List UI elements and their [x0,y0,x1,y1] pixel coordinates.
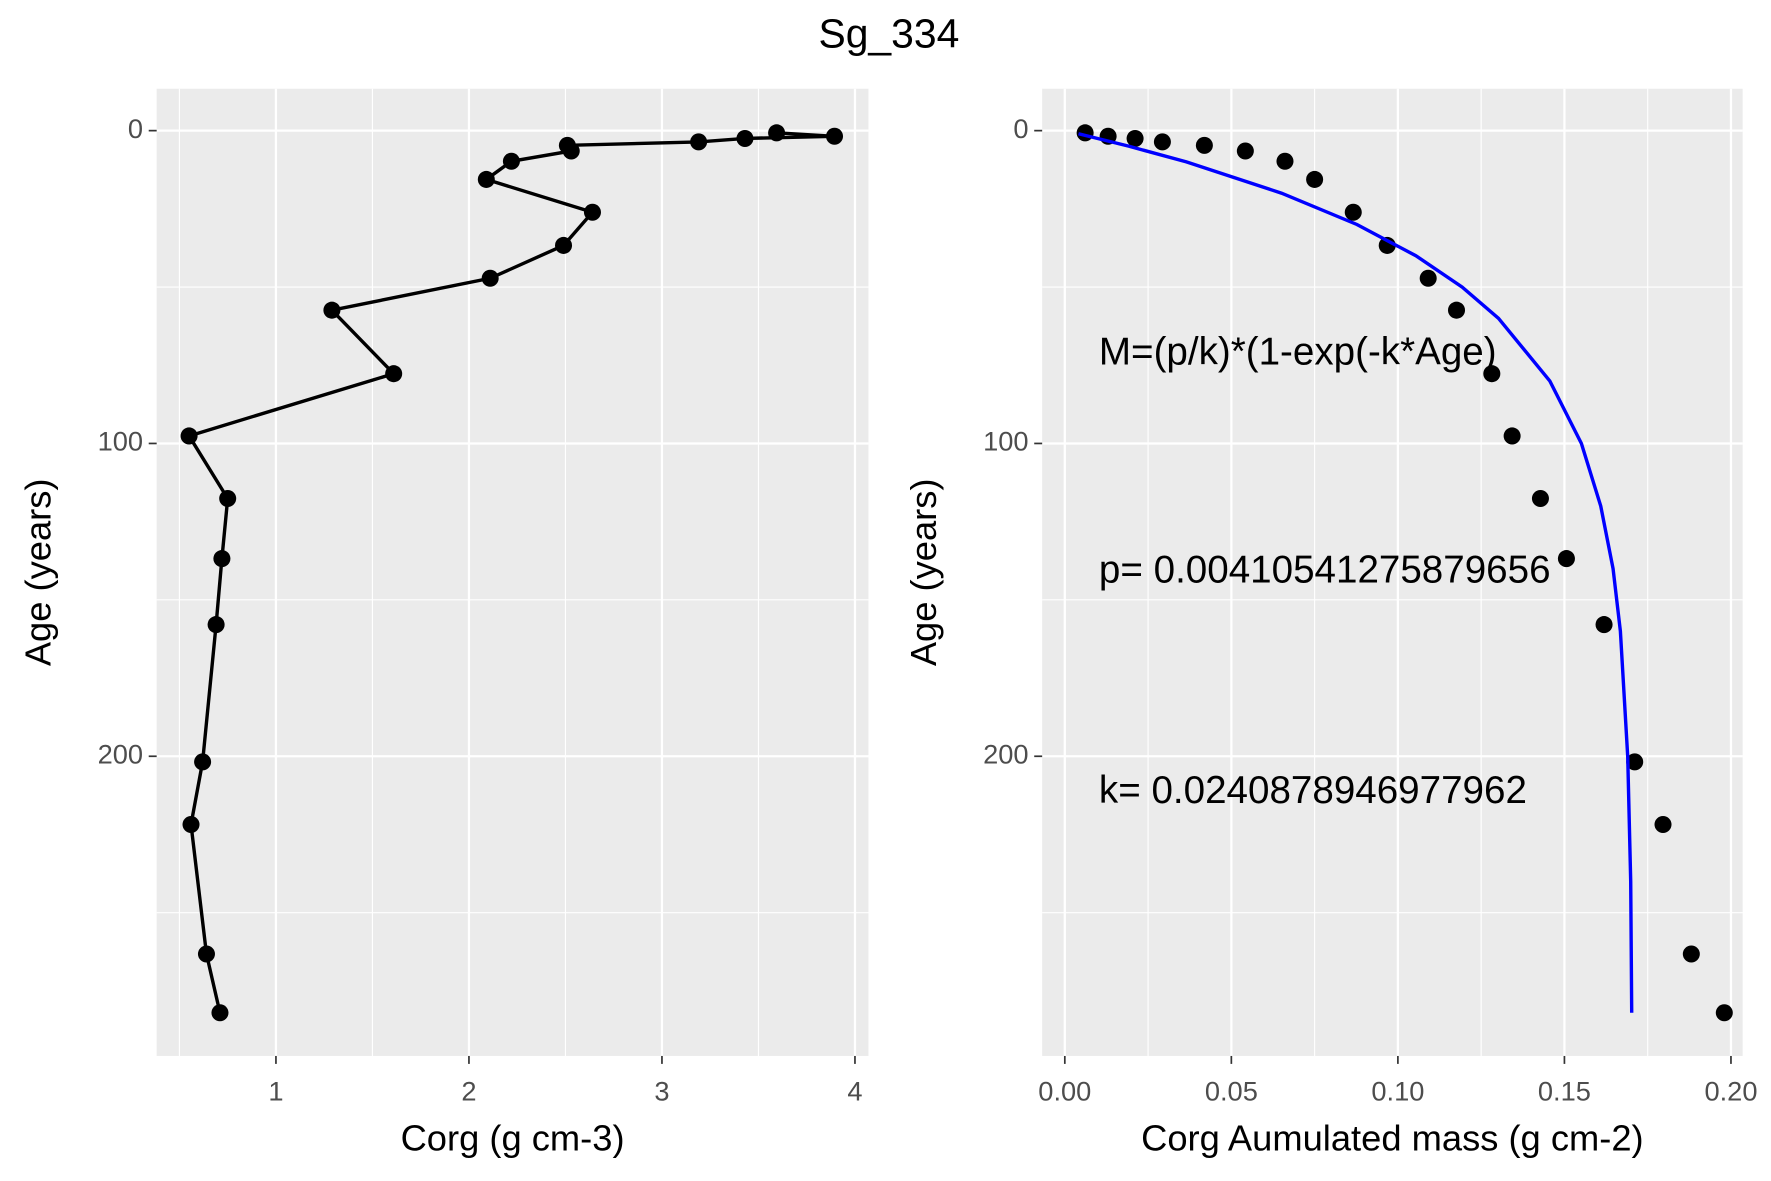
data-point [1236,142,1254,160]
data-point [1557,550,1575,568]
data-point [1503,427,1521,445]
data-point [1531,489,1549,508]
y-axis-title: Age (years) [903,478,944,666]
x-tick-label: 0.10 [1371,1076,1424,1107]
x-tick-label: 0.00 [1038,1076,1091,1107]
x-axis-title: Corg Aumulated mass (g cm-2) [1141,1118,1644,1159]
data-point [481,269,499,287]
data-point [1344,203,1362,221]
x-tick-label: 1 [268,1076,283,1107]
data-point [1419,269,1437,287]
data-point [768,124,786,142]
data-point [1483,365,1501,383]
x-tick-label: 0.15 [1538,1076,1591,1107]
data-point [1626,753,1644,771]
data-point [562,142,580,160]
data-point [736,129,754,147]
y-tick-label: 0 [1013,113,1028,144]
x-tick-label: 4 [847,1076,862,1107]
data-point [180,427,198,445]
data-point [213,550,231,568]
annotation: p= 0.00410541275879656 [1099,549,1551,592]
y-tick-label: 0 [128,113,143,144]
data-point [323,301,341,319]
panel-background [156,88,869,1056]
annotation: M=(p/k)*(1-exp(-k*Age) [1099,331,1497,374]
data-point [1306,170,1324,188]
data-point [477,170,495,188]
data-point [502,152,520,170]
data-point [583,203,601,221]
data-point [194,753,212,771]
x-tick-label: 0.05 [1205,1076,1258,1107]
data-point [690,133,708,151]
y-tick-label: 200 [98,738,143,769]
y-tick-label: 100 [98,426,143,457]
data-point [1654,815,1672,833]
data-point [1126,129,1144,147]
data-point [207,616,225,634]
x-tick-label: 3 [654,1076,669,1107]
data-point [211,1004,229,1022]
data-point [385,365,403,383]
data-point [1682,945,1700,963]
y-tick-label: 100 [983,426,1028,457]
data-point [219,489,237,508]
data-point [555,236,573,254]
y-axis-title: Age (years) [17,478,58,666]
y-tick-label: 200 [983,738,1028,769]
x-axis-title: Corg (g cm-3) [401,1118,625,1159]
x-tick-label: 2 [461,1076,476,1107]
figure-title: Sg_334 [818,10,959,56]
data-point [197,945,215,963]
data-point [1276,152,1294,170]
data-point [1195,136,1213,154]
data-point [1595,616,1613,634]
data-point [825,127,844,145]
x-tick-label: 0.20 [1704,1076,1757,1107]
data-point [1447,301,1466,319]
data-point [1153,133,1171,151]
data-line [1078,132,1634,1013]
annotation: k= 0.0240878946977962 [1099,769,1527,812]
data-point [182,815,200,833]
data-point [1715,1004,1733,1022]
